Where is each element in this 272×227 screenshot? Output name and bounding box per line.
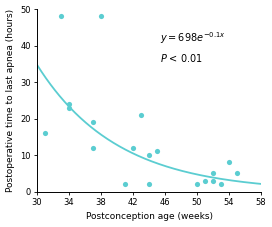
Point — [123, 183, 127, 186]
X-axis label: Postconception age (weeks): Postconception age (weeks) — [86, 212, 212, 222]
Point — [131, 146, 135, 150]
Point — [211, 172, 215, 175]
Point — [155, 150, 159, 153]
Point — [195, 183, 199, 186]
Point — [99, 15, 103, 18]
Text: $P$ < 0.01: $P$ < 0.01 — [160, 52, 203, 64]
Point — [203, 179, 207, 183]
Point — [91, 121, 95, 124]
Point — [211, 179, 215, 183]
Point — [147, 153, 151, 157]
Point — [227, 161, 231, 164]
Point — [91, 146, 95, 150]
Point — [235, 172, 239, 175]
Point — [67, 102, 71, 106]
Point — [43, 131, 47, 135]
Point — [219, 183, 223, 186]
Point — [67, 106, 71, 109]
Point — [59, 15, 63, 18]
Point — [147, 183, 151, 186]
Text: $y = 698e^{-0.1x}$: $y = 698e^{-0.1x}$ — [160, 30, 226, 46]
Y-axis label: Postoperative time to last apnea (hours): Postoperative time to last apnea (hours) — [5, 9, 15, 192]
Point — [139, 113, 143, 117]
